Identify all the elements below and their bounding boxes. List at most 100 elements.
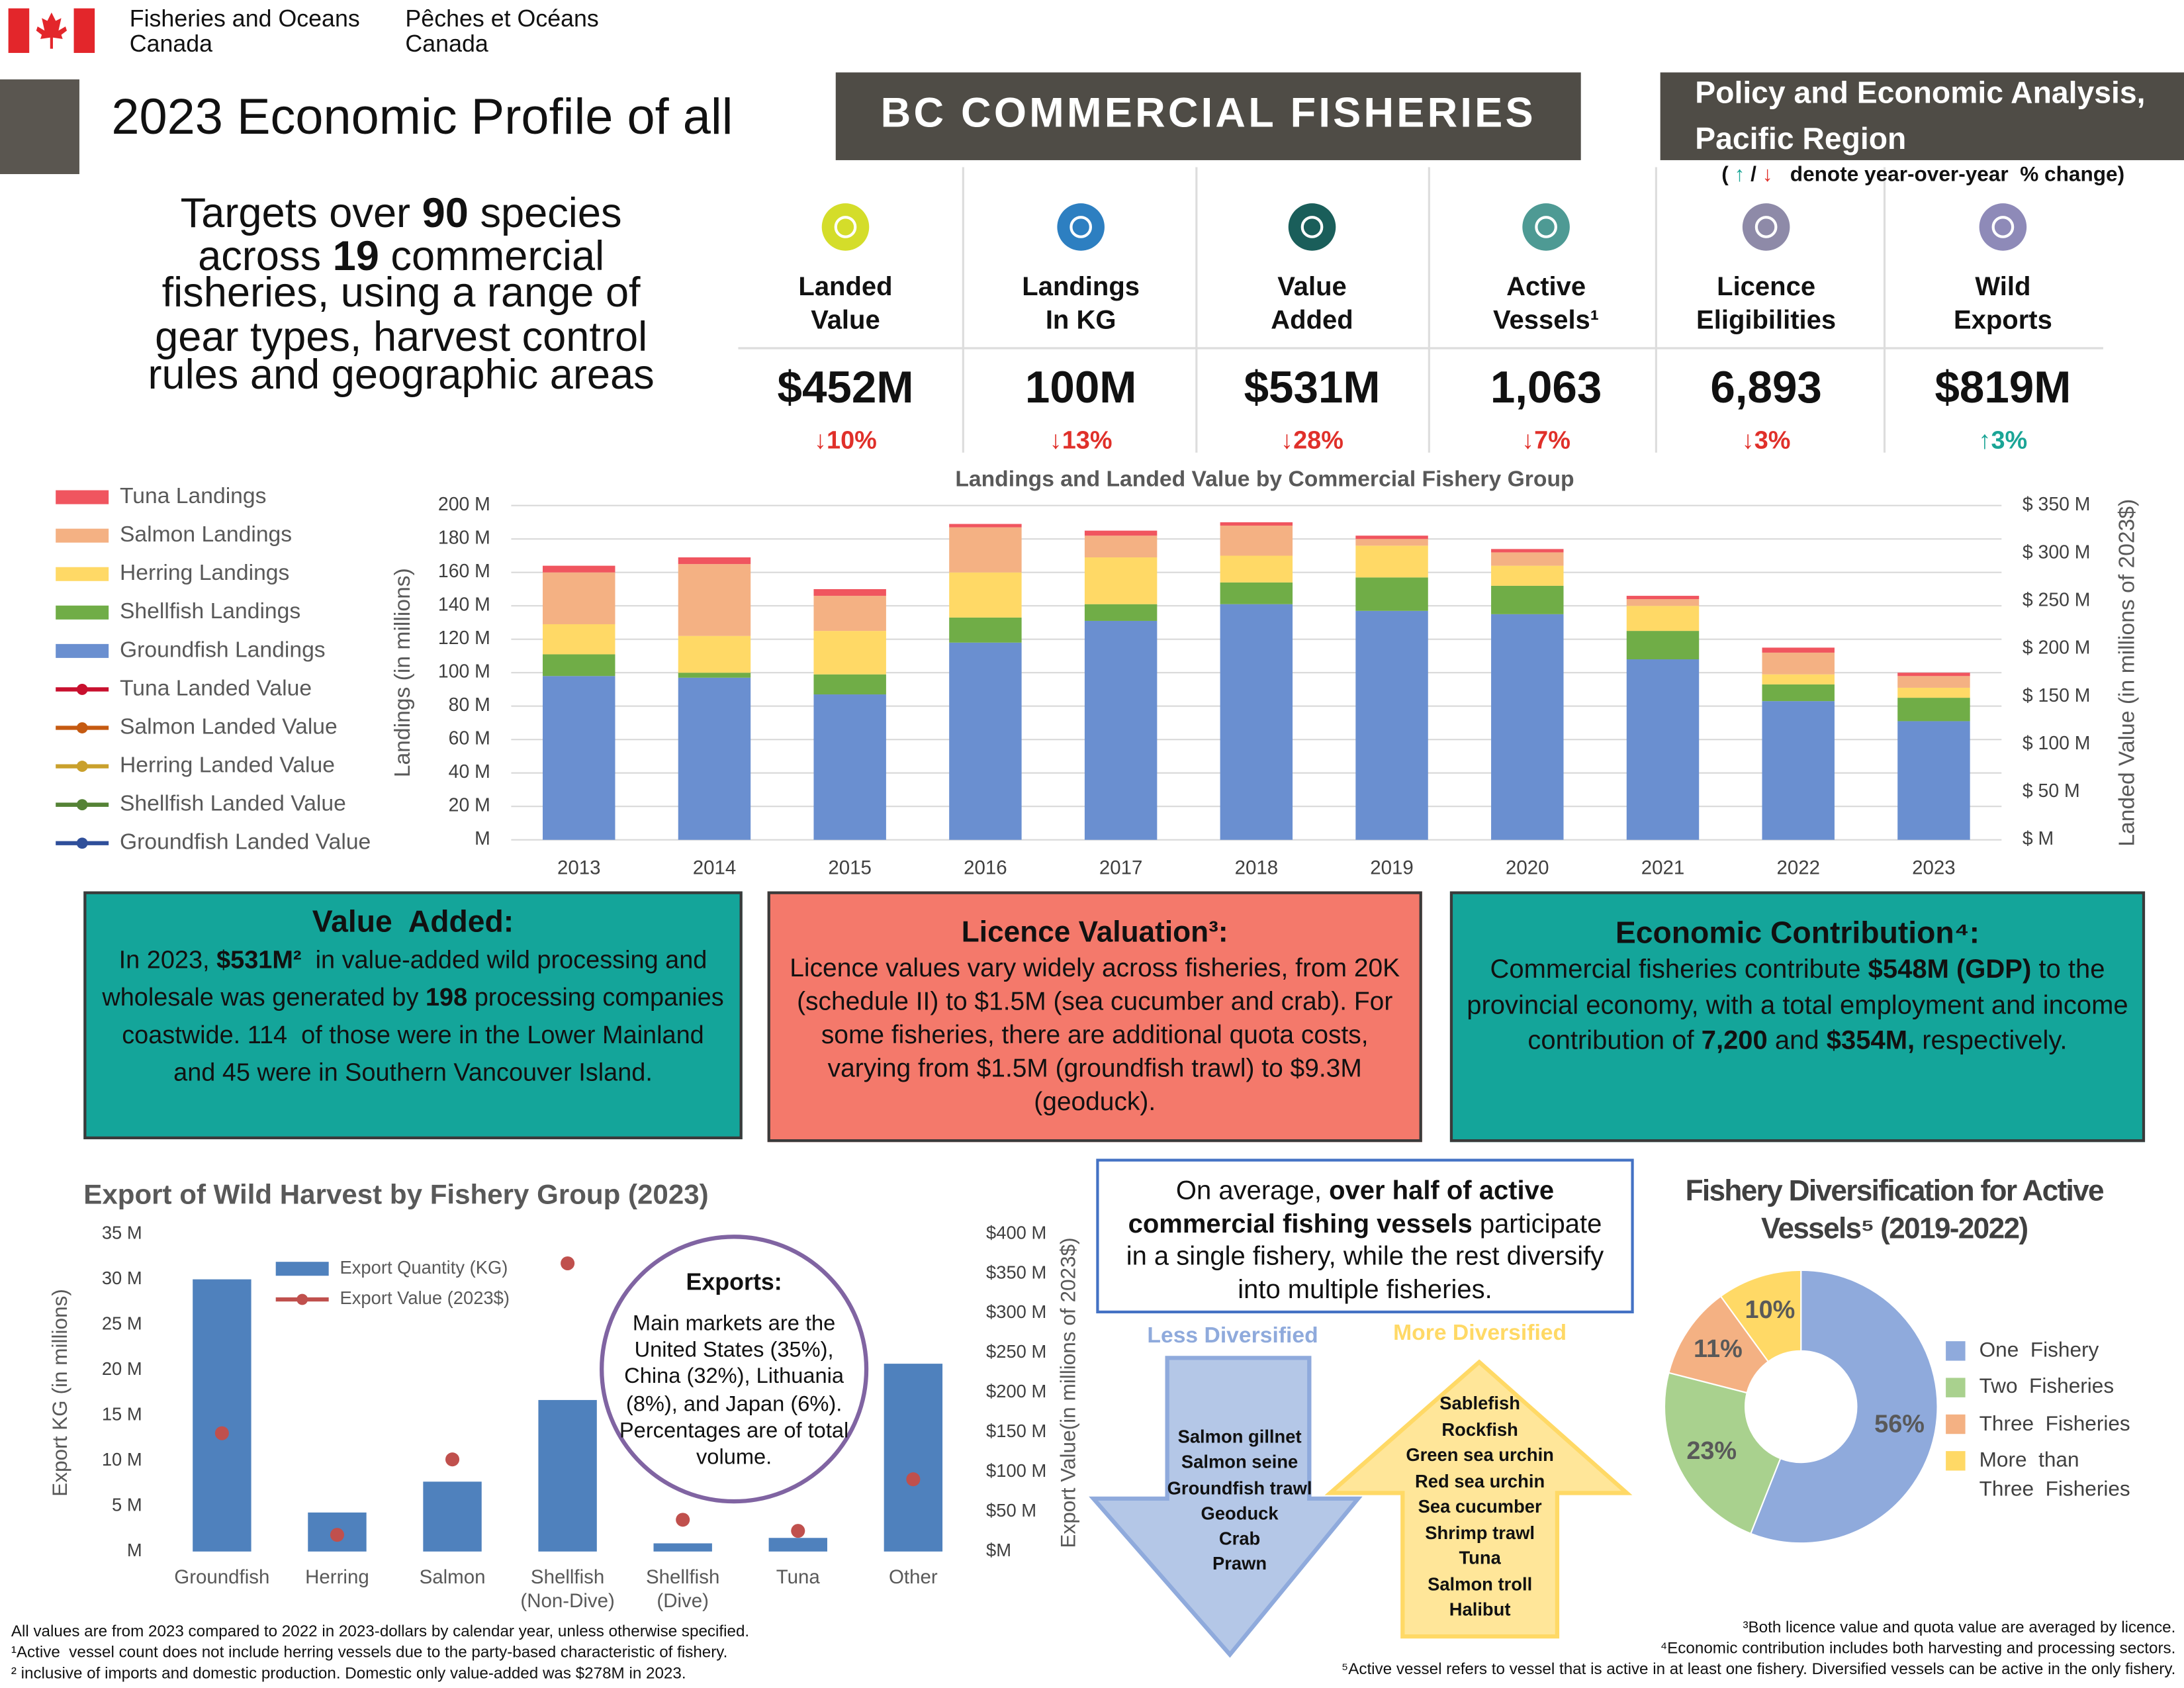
kpi-label: Active	[1506, 273, 1586, 303]
y-tick-label: M	[127, 1540, 142, 1560]
x-tick-label: Shellfish (Non-Dive)	[520, 1565, 615, 1612]
bar	[768, 1538, 827, 1552]
intro-line: across 19 commercial	[39, 234, 763, 280]
text-segment: Commercial fisheries contribute	[1490, 955, 1868, 985]
page-title: 2023 Economic Profile of all	[111, 87, 733, 145]
bar	[1355, 545, 1428, 578]
text-segment: (	[1721, 163, 1735, 187]
bar	[1897, 687, 1970, 698]
bar	[678, 677, 751, 840]
kpi-label: Value	[811, 306, 880, 336]
bar	[1626, 596, 1700, 600]
bar	[1355, 536, 1428, 539]
kpi-icon	[821, 203, 870, 251]
x-tick-label: 2020	[1506, 857, 1549, 879]
kpi-change: ↓3%	[1741, 426, 1791, 454]
fishery-item: Sea cucumber	[1418, 1495, 1542, 1517]
y2-tick-label: $ 300 M	[2023, 541, 2091, 563]
panel-title: Economic Contribution⁴:	[1615, 915, 1980, 950]
text-segment: In 2023,	[118, 945, 217, 974]
y2-tick-label: $50 M	[986, 1500, 1036, 1521]
bar	[949, 617, 1022, 643]
fishery-item: Salmon gillnet	[1177, 1426, 1302, 1448]
y2-tick-label: $ 200 M	[2023, 637, 2091, 659]
bar	[949, 642, 1022, 840]
text-segment: fisheries, using a range of	[161, 270, 641, 316]
text-segment: On average,	[1175, 1176, 1330, 1207]
x-tick-label: 2013	[557, 857, 601, 879]
text-segment: 7,200	[1701, 1026, 1768, 1056]
legend-label: Salmon Landings	[120, 522, 292, 547]
page-title-box-text: BC COMMERCIAL FISHERIES	[880, 90, 1536, 137]
bar	[949, 527, 1022, 573]
x-tick-label: Tuna	[776, 1565, 820, 1588]
footnote: ⁵Active vessel refers to vessel that is …	[1342, 1662, 2176, 1679]
fishery-item: Salmon seine	[1181, 1451, 1298, 1473]
title-box	[835, 72, 1581, 160]
x-tick-label: Herring	[305, 1565, 369, 1588]
org-name-fr: Pêches et Océans	[405, 5, 599, 32]
y-tick-label: 160 M	[438, 561, 490, 582]
bar	[678, 557, 751, 565]
bar	[1626, 606, 1700, 632]
text-segment: over half of active commercial fishing v…	[1128, 1176, 1562, 1239]
y-tick-label: 120 M	[438, 628, 490, 649]
kpi-change: ↓10%	[814, 426, 877, 454]
kpi-value: 1,063	[1490, 362, 1602, 412]
text-segment: ↑	[1734, 163, 1745, 187]
bar	[543, 676, 615, 840]
y2-tick-label: $100 M	[986, 1460, 1046, 1481]
text-segment: across	[198, 234, 333, 280]
pie-value-label: 10%	[1745, 1296, 1796, 1324]
bar	[678, 564, 751, 636]
bar	[1084, 530, 1158, 536]
text-segment: and	[1767, 1026, 1827, 1056]
info-box: On average, over half of active commerci…	[1096, 1158, 1634, 1314]
kpi-value: $531M	[1244, 362, 1381, 412]
info-panel: Licence Valuation³: Licence values vary w…	[767, 891, 1422, 1143]
kpi-label: Wild	[1975, 273, 2031, 303]
bar	[1355, 610, 1428, 840]
legend-marker	[76, 837, 88, 849]
panel-text: Licence values vary widely across fisher…	[784, 951, 1406, 1118]
fishery-item: Prawn	[1212, 1553, 1267, 1575]
org-name-fr: Canada	[405, 30, 488, 58]
more-diversified-title: More Diversified	[1393, 1321, 1567, 1346]
bar	[949, 524, 1022, 528]
kpi-icon-glyph	[1754, 216, 1778, 238]
kpi-icon-glyph	[834, 216, 857, 238]
kpi-icon-glyph	[1991, 216, 2015, 238]
line-marker	[791, 1524, 805, 1538]
legend-swatch	[1946, 1341, 1966, 1361]
bar	[1084, 620, 1158, 840]
line-marker	[330, 1528, 344, 1542]
legend-label: Herring Landings	[120, 561, 289, 585]
pie-slice	[1749, 1269, 1938, 1544]
y-tick-label: 40 M	[449, 761, 490, 782]
exports-callout-text: Main markets are the United States (35%)…	[619, 1311, 855, 1470]
kpi-label: Eligibilities	[1696, 306, 1837, 336]
y-axis-label: Landings (in millions)	[390, 568, 415, 777]
y-tick-label: 80 M	[449, 694, 490, 716]
bar	[813, 674, 886, 695]
footnote: ¹Active vessel count does not include he…	[11, 1644, 728, 1662]
less-diversified-arrow	[1089, 1356, 1363, 1658]
bar	[1220, 555, 1293, 583]
bar	[1762, 647, 1835, 653]
y-tick-label: 60 M	[449, 728, 490, 749]
canada-flag	[8, 8, 95, 53]
fishery-item: Rockfish	[1441, 1418, 1518, 1440]
x-tick-label: 2022	[1776, 857, 1820, 879]
intro-line: fisheries, using a range of	[39, 271, 763, 316]
bar	[813, 588, 886, 596]
kpi-icon	[1288, 203, 1336, 251]
legend-marker	[76, 761, 88, 773]
bar	[1491, 552, 1564, 566]
bar	[1220, 526, 1293, 556]
y-axis-label: Export KG (in millions)	[48, 1289, 71, 1497]
panel-title: Value Added:	[312, 904, 514, 939]
y-tick-label: M	[475, 828, 490, 849]
pie-title: Fishery Diversification for Active Vesse…	[1685, 1175, 2111, 1245]
